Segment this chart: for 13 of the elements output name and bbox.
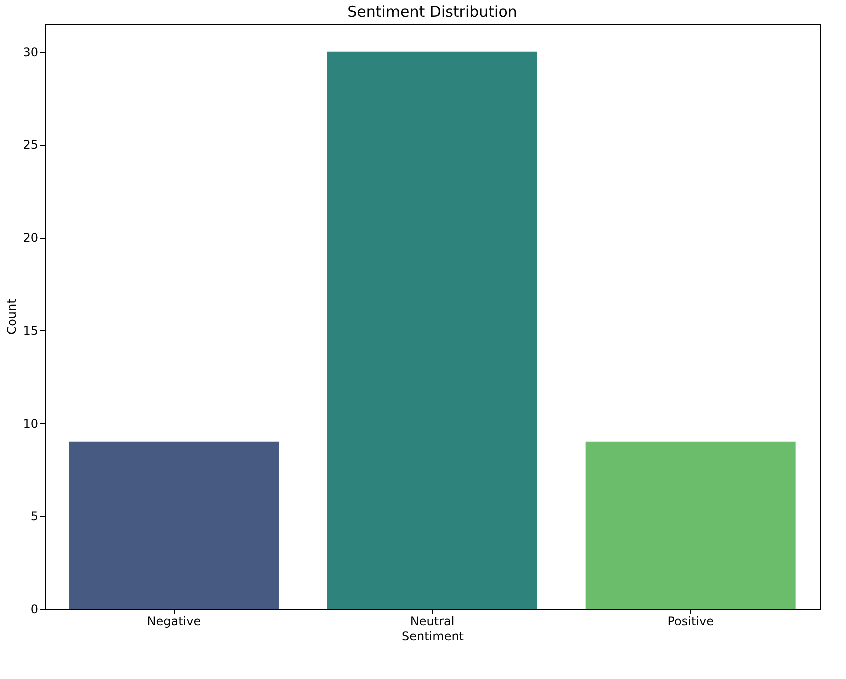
y-tick-label: 10 bbox=[23, 416, 38, 431]
y-tick-label: 20 bbox=[23, 231, 38, 246]
x-tick-label: Positive bbox=[668, 614, 714, 628]
y-tick-label: 0 bbox=[30, 602, 38, 616]
x-tick-label: Negative bbox=[147, 614, 202, 628]
chart-title: Sentiment Distribution bbox=[348, 3, 518, 21]
x-tick-label: Neutral bbox=[410, 614, 455, 628]
y-axis-title: Count bbox=[5, 298, 20, 335]
y-tick-label: 30 bbox=[23, 45, 38, 60]
y-tick-label: 25 bbox=[23, 138, 38, 152]
x-axis-title: Sentiment bbox=[402, 630, 464, 644]
y-tick-label: 5 bbox=[30, 510, 38, 524]
y-tick-label: 15 bbox=[23, 324, 38, 338]
